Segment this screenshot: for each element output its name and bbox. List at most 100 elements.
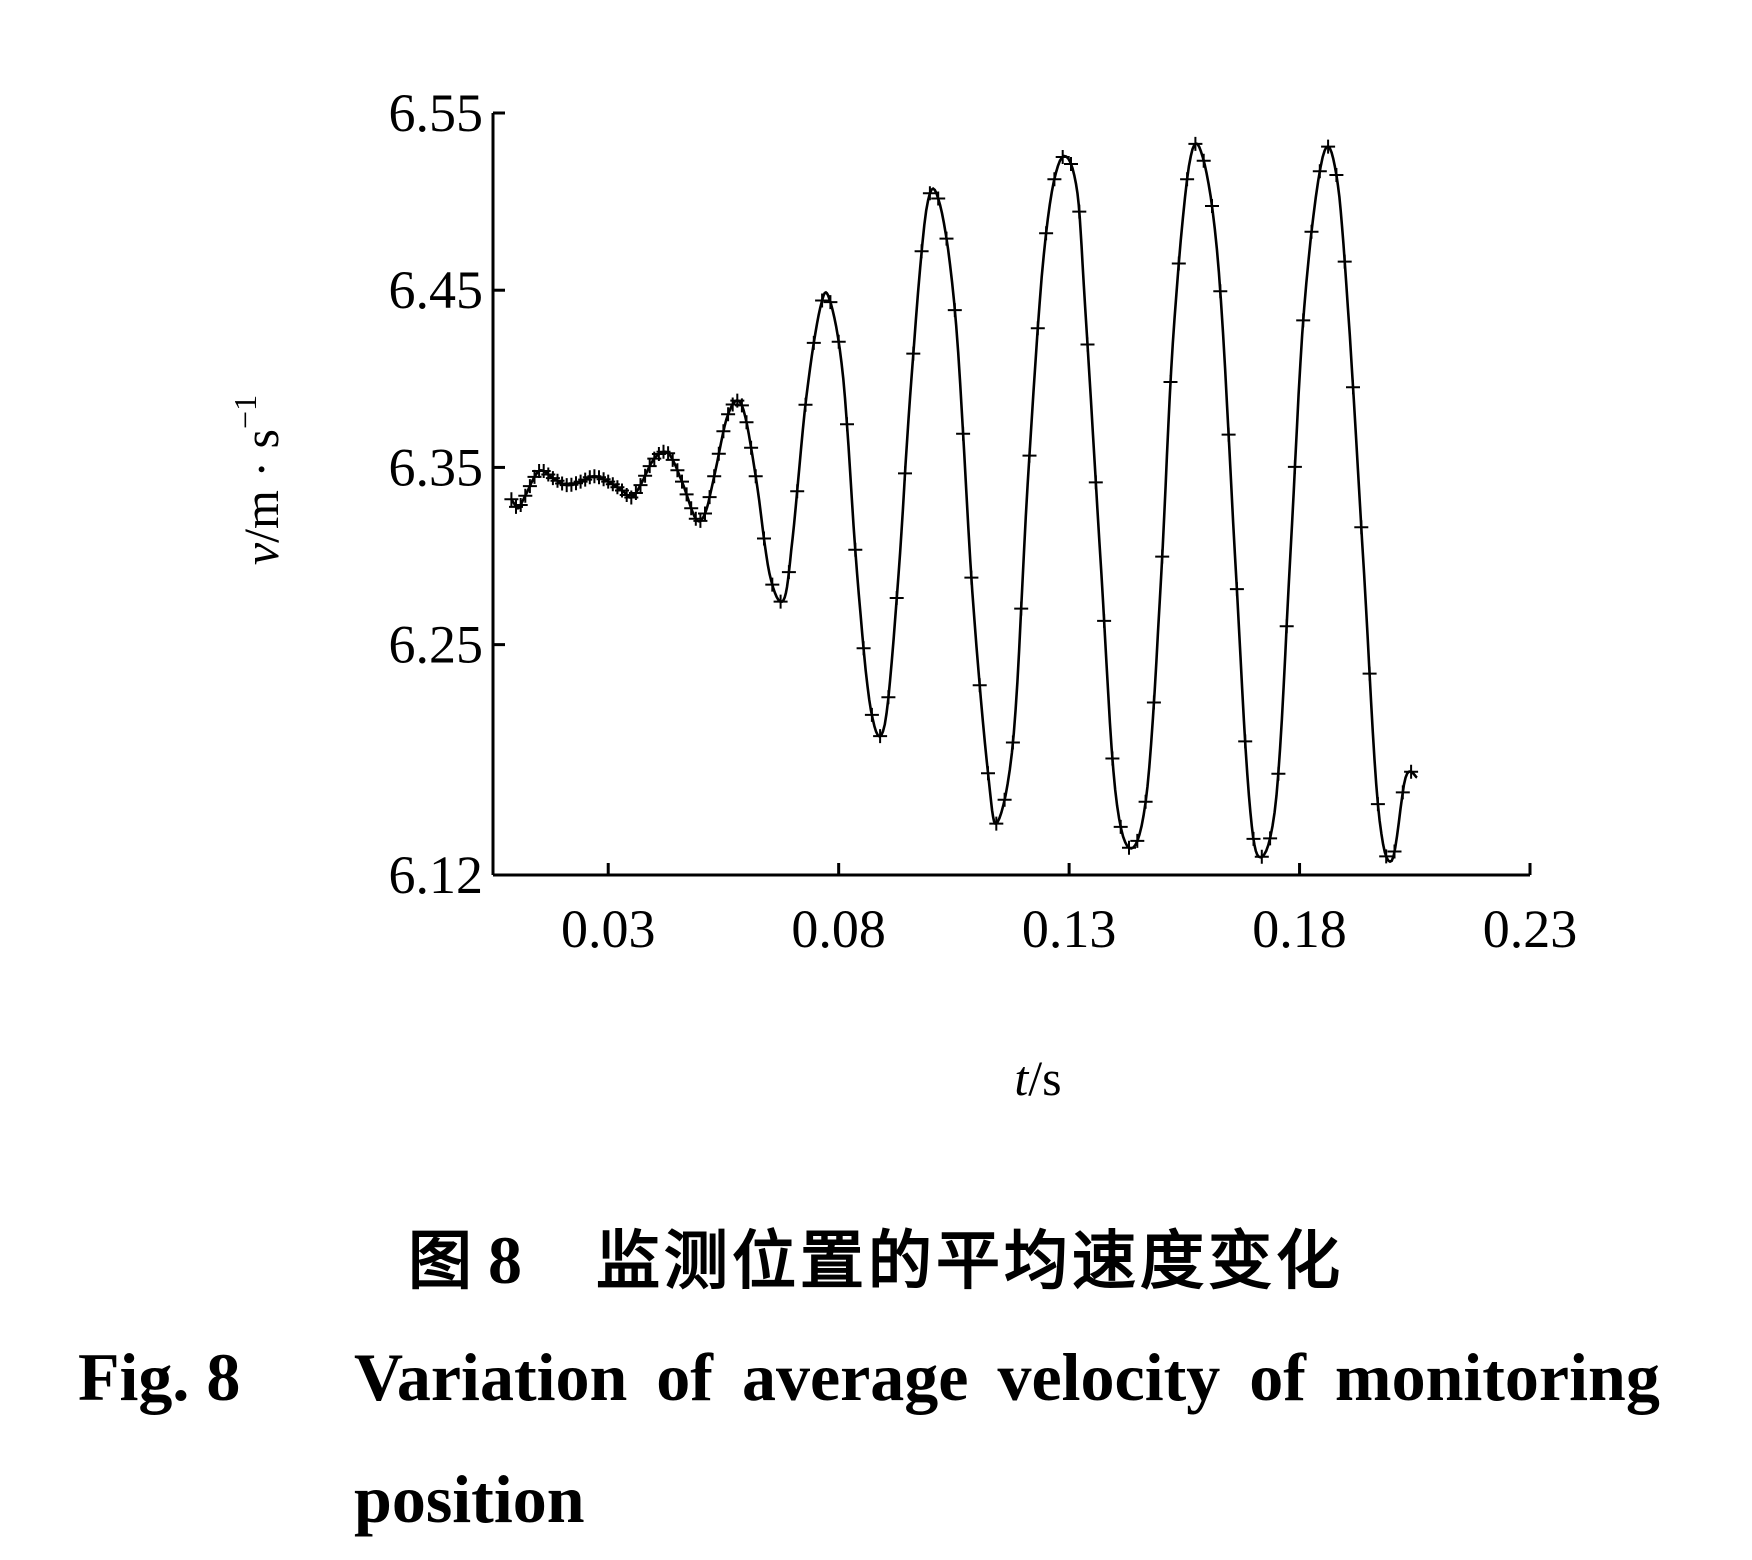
data-point-marker: [504, 492, 519, 507]
data-point-marker: [1379, 849, 1394, 864]
data-point-marker: [633, 478, 648, 493]
data-point-marker: [1346, 380, 1360, 395]
data-point-marker: [964, 570, 979, 585]
data-point-marker: [1279, 619, 1294, 634]
data-point-marker: [1055, 150, 1070, 164]
x-tick-label: 0.13: [1022, 899, 1117, 959]
data-point-marker: [790, 484, 805, 499]
data-point-marker: [1022, 448, 1037, 463]
data-point-marker: [1329, 168, 1344, 182]
data-point-marker: [1155, 549, 1170, 564]
data-point-marker: [1238, 734, 1253, 749]
data-point-marker: [864, 707, 879, 722]
data-point-marker: [698, 506, 712, 521]
data-point-marker: [914, 244, 929, 259]
data-point-marker: [1080, 337, 1095, 352]
series: [510, 141, 1418, 864]
data-point-marker: [693, 513, 708, 528]
data-point-marker: [748, 469, 763, 484]
data-point-marker: [1122, 840, 1136, 855]
data-point-marker: [1296, 313, 1311, 328]
data-point-marker: [1113, 819, 1128, 834]
data-point-marker: [1039, 226, 1054, 241]
data-point-marker: [1263, 831, 1278, 846]
data-point-marker: [856, 641, 871, 656]
markers: [504, 136, 1419, 864]
data-point-marker: [1072, 204, 1087, 219]
data-point-marker: [989, 816, 1004, 831]
x-axis-title: t/s: [1014, 1050, 1061, 1106]
data-point-marker: [1171, 256, 1186, 271]
data-point-marker: [739, 415, 754, 430]
data-point-marker: [1105, 751, 1120, 766]
data-point-marker: [1321, 139, 1336, 154]
chart: 6.12 6.25 6.35 6.45 6.55 0.03 0.08 0.13 0.18 0.23…: [227, 83, 1578, 1106]
data-point-marker: [642, 459, 657, 474]
data-point-marker: [628, 486, 643, 500]
data-point-marker: [1180, 172, 1195, 187]
data-point-marker: [721, 407, 736, 422]
data-point-marker: [1404, 764, 1419, 779]
x-tick-label: 0.18: [1252, 899, 1347, 959]
data-point-marker: [1387, 844, 1402, 859]
data-point-marker: [840, 417, 854, 432]
caption-english: Fig. 8 Variation of average velocity of m…: [78, 1316, 1752, 1560]
y-tick-label: 6.45: [389, 260, 484, 320]
data-point-marker: [684, 501, 699, 516]
y-axis-title: v/m · s−1: [227, 395, 289, 565]
data-point-marker: [947, 303, 962, 318]
data-point-marker: [931, 191, 946, 206]
data-point-marker: [1005, 735, 1020, 750]
data-point-marker: [744, 440, 759, 455]
data-point-marker: [716, 424, 731, 439]
data-point-marker: [1362, 666, 1377, 681]
data-point-marker: [1196, 153, 1211, 168]
data-point-marker: [1130, 833, 1145, 848]
data-point-marker: [638, 468, 653, 483]
data-point-marker: [823, 295, 838, 310]
data-point-marker: [815, 293, 830, 308]
data-point-marker: [1030, 321, 1045, 336]
x-tick-label: 0.08: [791, 899, 886, 959]
data-point-marker: [922, 186, 937, 201]
data-point-marker: [679, 487, 694, 502]
y-tick-label: 6.25: [389, 615, 484, 675]
data-point-marker: [1254, 849, 1269, 864]
data-point-marker: [939, 231, 954, 246]
data-point-marker: [734, 398, 749, 413]
data-point-marker: [1354, 520, 1369, 535]
caption-cn-text: 监测位置的平均速度变化: [596, 1225, 1344, 1299]
data-point-marker: [1229, 582, 1244, 597]
data-point-marker: [1163, 375, 1178, 389]
data-point-marker: [518, 488, 533, 503]
data-point-marker: [522, 479, 537, 494]
data-point-marker: [1213, 284, 1228, 299]
caption-en-label: Fig. 8: [78, 1339, 241, 1415]
data-point-marker: [873, 729, 888, 744]
data-point-marker: [1088, 475, 1103, 490]
data-point-marker: [1188, 136, 1203, 151]
data-point-marker: [1097, 613, 1112, 628]
x-tick-label: 0.23: [1483, 899, 1578, 959]
data-point-marker: [1246, 831, 1261, 846]
data-point-marker: [513, 498, 528, 512]
data-point-marker: [702, 490, 717, 505]
y-tick-label: 6.55: [389, 83, 484, 143]
data-point-marker: [956, 426, 971, 441]
data-point-marker: [889, 591, 904, 605]
data-point-marker: [773, 594, 788, 609]
y-tick-label: 6.12: [389, 845, 484, 905]
data-point-marker: [881, 690, 896, 705]
data-point-marker: [1304, 224, 1319, 239]
data-point-marker: [798, 397, 813, 412]
data-point-marker: [1312, 164, 1327, 179]
axes: [491, 113, 1530, 877]
data-point-marker: [972, 678, 987, 693]
data-point-marker: [1271, 766, 1286, 781]
x-tick-label: 0.03: [561, 899, 656, 959]
data-point-marker: [665, 452, 680, 467]
ticks: 6.12 6.25 6.35 6.45 6.55 0.03 0.08 0.13 0.18 0.23: [389, 83, 1578, 959]
series-line: [510, 141, 1418, 864]
data-point-marker: [765, 577, 780, 592]
caption-en-text-line2: position: [354, 1461, 585, 1537]
